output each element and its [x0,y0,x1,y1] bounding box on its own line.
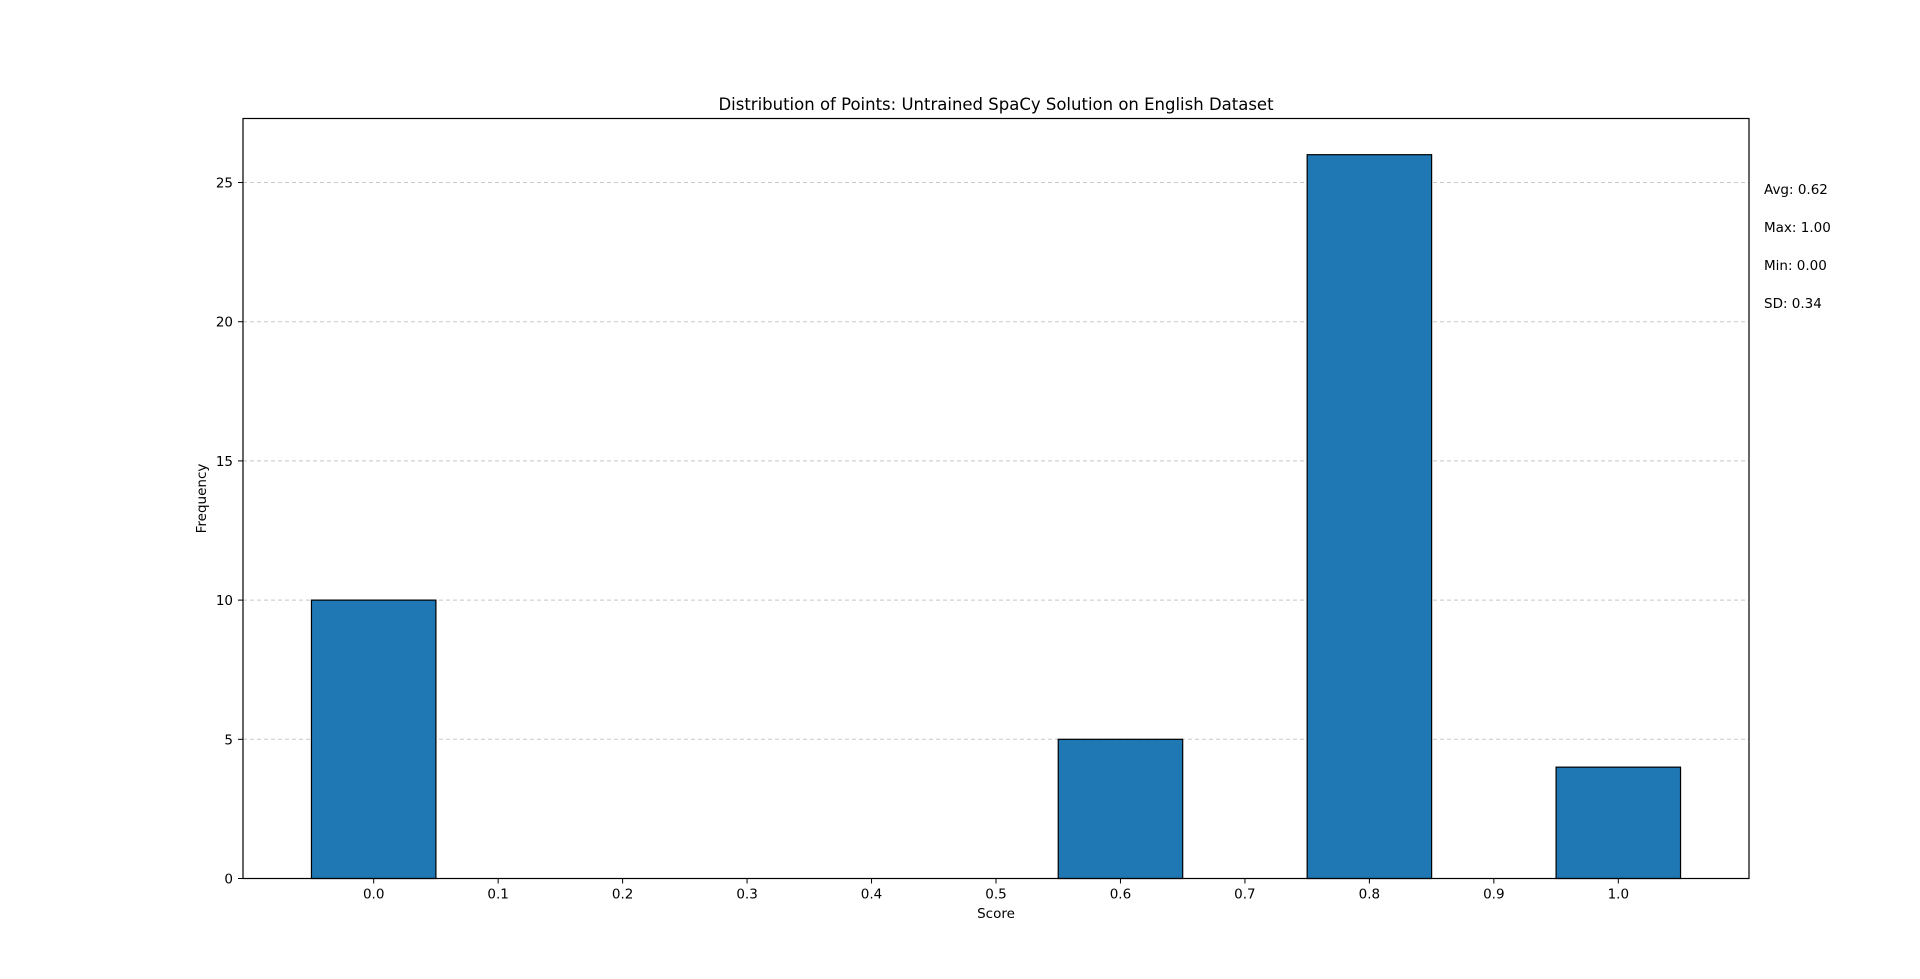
x-axis-label: Score [977,906,1015,922]
y-axis-ticks: 0 5 10 15 20 25 [216,176,243,888]
x-tick-label: 0.6 [1110,887,1131,903]
y-tick-label: 5 [224,732,233,748]
x-tick-label: 0.8 [1359,887,1380,903]
x-tick-label: 0.9 [1483,887,1504,903]
x-tick-label: 0.0 [363,887,384,903]
stat-minimum: Min: 0.00 [1764,258,1827,274]
grid-lines [243,182,1749,740]
x-tick-label: 0.2 [612,887,633,903]
stat-average: Avg: 0.62 [1764,182,1828,198]
y-tick-label: 15 [216,454,233,470]
chart-title: Distribution of Points: Untrained SpaCy … [718,95,1274,114]
plot-frame [242,117,1750,880]
stat-maximum: Max: 1.00 [1764,220,1831,236]
x-tick-label: 0.7 [1234,887,1255,903]
histogram-bar [1555,766,1682,880]
x-tick-label: 0.1 [487,887,508,903]
y-axis-label: Frequency [194,464,210,534]
y-tick-label: 20 [216,315,233,331]
bars [310,154,1682,880]
x-tick-label: 0.5 [985,887,1006,903]
histogram-bar [1057,738,1184,880]
y-tick-label: 25 [216,176,233,192]
stat-standard-deviation: SD: 0.34 [1764,296,1822,312]
histogram-bar [1306,154,1433,880]
x-tick-label: 1.0 [1608,887,1629,903]
x-axis-ticks: 0.0 0.1 0.2 0.3 0.4 0.5 0.6 0.7 0.8 0.9 1.0 [363,878,1629,903]
y-tick-label: 0 [224,872,233,888]
histogram-bar [310,599,437,880]
x-tick-label: 0.4 [861,887,882,903]
x-tick-label: 0.3 [736,887,757,903]
y-tick-label: 10 [216,593,233,609]
